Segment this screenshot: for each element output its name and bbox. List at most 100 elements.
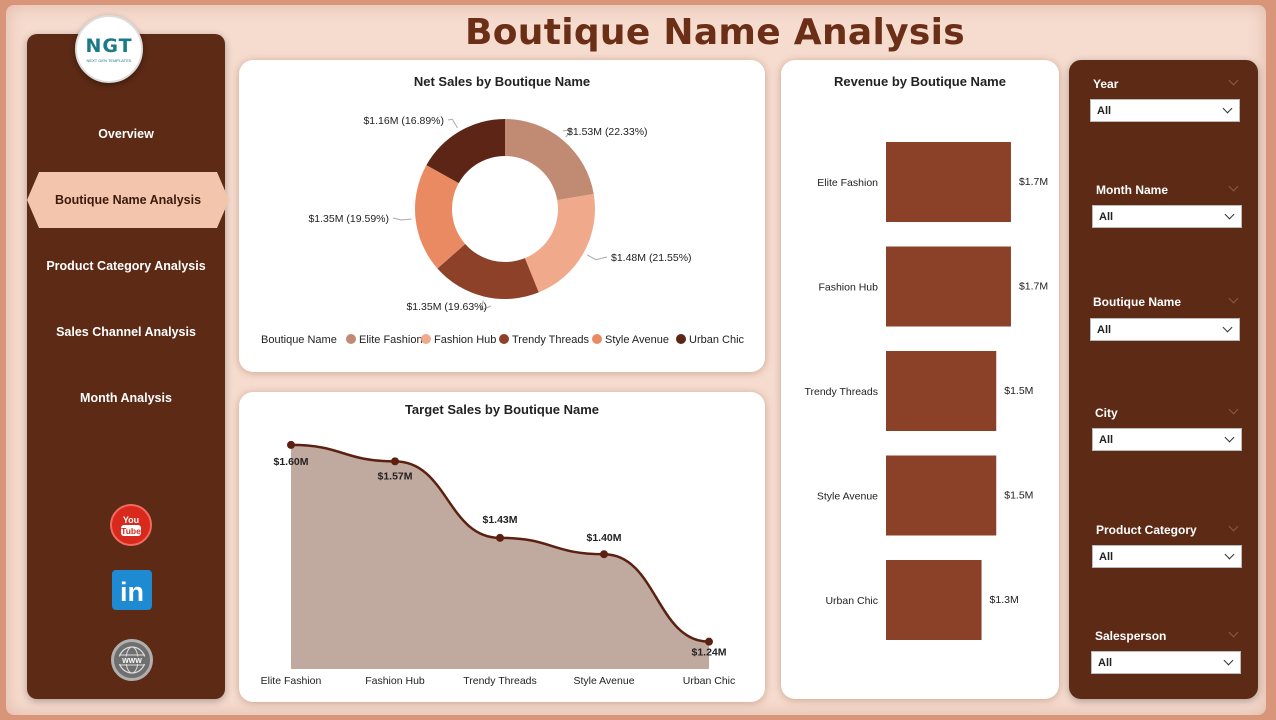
nav-overview[interactable]: Overview (98, 127, 154, 141)
donut-slice-fashion-hub[interactable] (524, 193, 595, 293)
month-name-value: All (1099, 210, 1114, 223)
legend-marker (421, 334, 431, 344)
net-sales-donut-chart: $1.53M (22.33%) $1.48M (21.55%) $1.35M (19… (261, 115, 745, 346)
filter-label-city: City (1095, 406, 1118, 420)
revenue-title: Revenue by Boutique Name (834, 74, 1006, 89)
nav-sales-channel-analysis[interactable]: Sales Channel Analysis (56, 325, 196, 339)
donut-leader-line (586, 254, 608, 261)
bar-category-label: Trendy Threads (804, 386, 878, 398)
year-dropdown[interactable]: All (1090, 99, 1240, 122)
net-sales-card: Net Sales by Boutique Name $1.53M (22.33… (239, 60, 765, 372)
target-sales-card: Target Sales by Boutique Name $1.60M Elit… (239, 392, 765, 702)
bar-category-label: Style Avenue (817, 491, 878, 503)
website-icon[interactable]: WWW (111, 639, 153, 681)
revenue-card: Revenue by Boutique Name Elite Fashion $1… (781, 60, 1059, 699)
nav-boutique-name-analysis[interactable]: Boutique Name Analysis (27, 172, 229, 228)
legend-item-elite-fashion[interactable]: Elite Fashion (359, 334, 423, 346)
donut-data-label: $1.48M (21.55%) (611, 252, 692, 264)
svg-text:Tube: Tube (121, 526, 141, 536)
product-category-dropdown[interactable]: All (1092, 545, 1242, 568)
globe-glyph: WWW (118, 646, 146, 674)
bar-style-avenue[interactable] (886, 455, 997, 536)
boutique-name-dropdown[interactable]: All (1090, 318, 1240, 341)
bar-value-label: $1.5M (1004, 490, 1033, 502)
bar-category-label: Urban Chic (825, 595, 878, 607)
bar-category-label: Elite Fashion (817, 177, 878, 189)
donut-slice-trendy-threads[interactable] (437, 244, 539, 299)
ngt-logo[interactable]: NGT NEXT GEN TEMPLATES (75, 15, 143, 83)
chevron-down-icon (1223, 655, 1234, 666)
chevron-down-icon (1224, 209, 1235, 220)
donut-data-label: $1.35M (19.63%) (406, 301, 487, 313)
donut-data-label: $1.16M (16.89%) (363, 115, 444, 127)
page-title: Boutique Name Analysis (465, 12, 965, 53)
area-point-urban-chic[interactable] (705, 637, 713, 646)
target-sales-title: Target Sales by Boutique Name (404, 402, 600, 417)
donut-data-label: $1.53M (22.33%) (567, 126, 648, 138)
area-data-label: $1.24M (691, 647, 726, 659)
linkedin-glyph: in (120, 577, 144, 607)
product-category-value: All (1099, 550, 1114, 563)
area-point-trendy-threads[interactable] (496, 533, 504, 542)
donut-leader-line (392, 217, 412, 221)
bar-fashion-hub[interactable] (886, 246, 1011, 327)
legend-title: Boutique Name (261, 334, 337, 346)
salesperson-value: All (1098, 656, 1113, 669)
nav-month-analysis[interactable]: Month Analysis (80, 391, 172, 405)
area-point-fashion-hub[interactable] (391, 457, 399, 466)
linkedin-icon[interactable]: in (112, 570, 152, 610)
area-x-tick-label: Fashion Hub (365, 675, 425, 687)
filter-label-salesperson: Salesperson (1095, 629, 1167, 643)
bar-category-label: Fashion Hub (818, 282, 878, 294)
area-point-style-avenue[interactable] (600, 550, 608, 559)
legend-item-urban-chic[interactable]: Urban Chic (689, 334, 745, 346)
area-data-label: $1.57M (377, 470, 412, 482)
bar-value-label: $1.5M (1004, 385, 1033, 397)
donut-slice-elite-fashion[interactable] (505, 119, 594, 201)
area-x-tick-label: Urban Chic (683, 675, 736, 687)
revenue-bar-chart: Elite Fashion $1.7M Fashion Hub $1.7M Trendy… (804, 142, 1048, 640)
chevron-down-icon (1224, 549, 1235, 560)
month-name-dropdown[interactable]: All (1092, 205, 1242, 228)
donut-slice-urban-chic[interactable] (426, 119, 505, 184)
city-value: All (1099, 433, 1114, 446)
salesperson-dropdown[interactable]: All (1091, 651, 1241, 674)
chevron-down-icon (1222, 322, 1233, 333)
area-fill (291, 444, 709, 669)
youtube-icon[interactable]: You Tube (110, 504, 152, 546)
area-data-label: $1.40M (586, 532, 621, 544)
legend-item-fashion-hub[interactable]: Fashion Hub (434, 334, 496, 346)
svg-text:in: in (120, 577, 144, 607)
bar-value-label: $1.7M (1019, 281, 1048, 293)
svg-text:WWW: WWW (122, 658, 142, 665)
bar-elite-fashion[interactable] (886, 142, 1011, 222)
area-data-label: $1.60M (273, 456, 308, 468)
legend-item-style-avenue[interactable]: Style Avenue (605, 334, 669, 346)
youtube-glyph: You Tube (121, 515, 141, 536)
area-point-elite-fashion[interactable] (287, 440, 295, 449)
bar-urban-chic[interactable] (886, 560, 982, 640)
net-sales-title: Net Sales by Boutique Name (413, 74, 591, 89)
donut-leader-line (562, 128, 574, 138)
year-value: All (1097, 104, 1112, 117)
legend-marker (346, 334, 356, 344)
filter-label-product-category: Product Category (1096, 523, 1197, 537)
filter-panel (1069, 60, 1258, 699)
legend-marker (499, 334, 509, 344)
target-sales-area-chart: $1.60M Elite Fashion $1.57M Fashion Hub $1.4… (261, 440, 736, 687)
donut-data-label: $1.35M (19.59%) (308, 213, 389, 225)
boutique-name-value: All (1097, 323, 1112, 336)
bar-trendy-threads[interactable] (886, 351, 997, 431)
bar-value-label: $1.7M (1019, 176, 1048, 188)
nav-product-category-analysis[interactable]: Product Category Analysis (46, 259, 206, 273)
logo-text: NGT (85, 35, 133, 57)
donut-leader-line (480, 300, 492, 312)
city-dropdown[interactable]: All (1092, 428, 1242, 451)
filter-label-year: Year (1093, 77, 1119, 91)
legend-marker (676, 334, 686, 344)
donut-slice-style-avenue[interactable] (415, 165, 466, 269)
svg-text:You: You (123, 515, 139, 525)
legend-item-trendy-threads[interactable]: Trendy Threads (512, 334, 590, 346)
area-x-tick-label: Style Avenue (573, 675, 634, 687)
area-x-tick-label: Trendy Threads (463, 675, 537, 687)
